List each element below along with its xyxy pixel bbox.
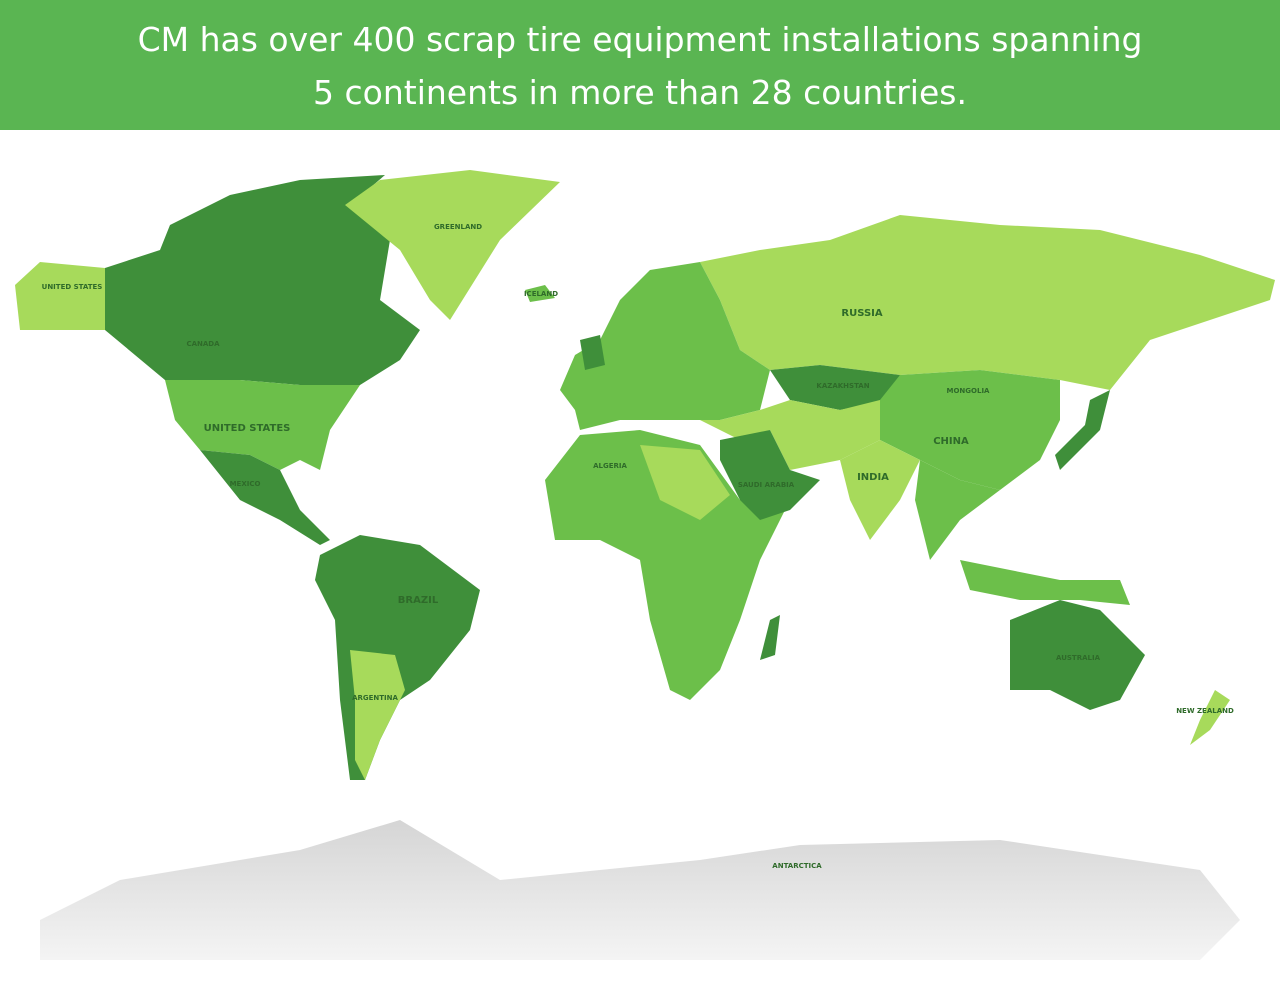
country-label: SAUDI ARABIA bbox=[738, 481, 795, 489]
country-label: UNITED STATES bbox=[42, 283, 103, 291]
argentina bbox=[350, 650, 405, 780]
country-label: AUSTRALIA bbox=[1056, 654, 1101, 662]
country-label: ARGENTINA bbox=[352, 694, 398, 702]
country-label: KAZAKHSTAN bbox=[816, 382, 869, 390]
australia bbox=[1010, 600, 1145, 710]
arabia bbox=[720, 430, 820, 520]
country-label: CANADA bbox=[186, 340, 220, 348]
southeast-asia bbox=[915, 460, 1000, 560]
country-label: GREENLAND bbox=[434, 223, 482, 231]
country-label: UNITED STATES bbox=[204, 423, 291, 434]
mexico bbox=[200, 450, 330, 545]
header-line: CM has over 400 scrap tire equipment ins… bbox=[137, 20, 1143, 59]
europe bbox=[560, 262, 770, 430]
japan bbox=[1055, 390, 1110, 470]
canada bbox=[105, 175, 420, 385]
country-label: NEW ZEALAND bbox=[1176, 707, 1234, 715]
antarctica bbox=[40, 820, 1240, 960]
china bbox=[880, 370, 1060, 490]
country-label: MEXICO bbox=[230, 480, 261, 488]
country-label: ANTARCTICA bbox=[772, 862, 822, 870]
country-label: RUSSIA bbox=[841, 308, 882, 319]
header-line: 5 continents in more than 28 countries. bbox=[313, 73, 967, 112]
africa bbox=[545, 430, 790, 700]
iceland bbox=[525, 285, 555, 302]
country-label: CHINA bbox=[933, 436, 969, 447]
madagascar bbox=[760, 615, 780, 660]
country-label: ICELAND bbox=[524, 290, 558, 298]
world-map: UNITED STATES CANADA UNITED STATES MEXIC… bbox=[15, 170, 1275, 960]
uk bbox=[580, 335, 605, 370]
india bbox=[840, 440, 920, 540]
united-states bbox=[165, 380, 360, 470]
country-label: MONGOLIA bbox=[947, 387, 991, 395]
kazakhstan bbox=[770, 365, 900, 410]
middle-asia bbox=[700, 400, 880, 470]
new-zealand bbox=[1190, 690, 1230, 745]
header-banner: CM has over 400 scrap tire equipment ins… bbox=[0, 0, 1280, 130]
alaska bbox=[15, 262, 105, 330]
sahara bbox=[640, 445, 730, 520]
country-label: INDIA bbox=[857, 472, 889, 483]
indonesia bbox=[960, 560, 1130, 605]
greenland bbox=[345, 170, 560, 320]
country-label: BRAZIL bbox=[398, 595, 439, 606]
country-label: ALGERIA bbox=[593, 462, 627, 470]
south-america bbox=[315, 535, 480, 780]
russia bbox=[700, 215, 1275, 390]
